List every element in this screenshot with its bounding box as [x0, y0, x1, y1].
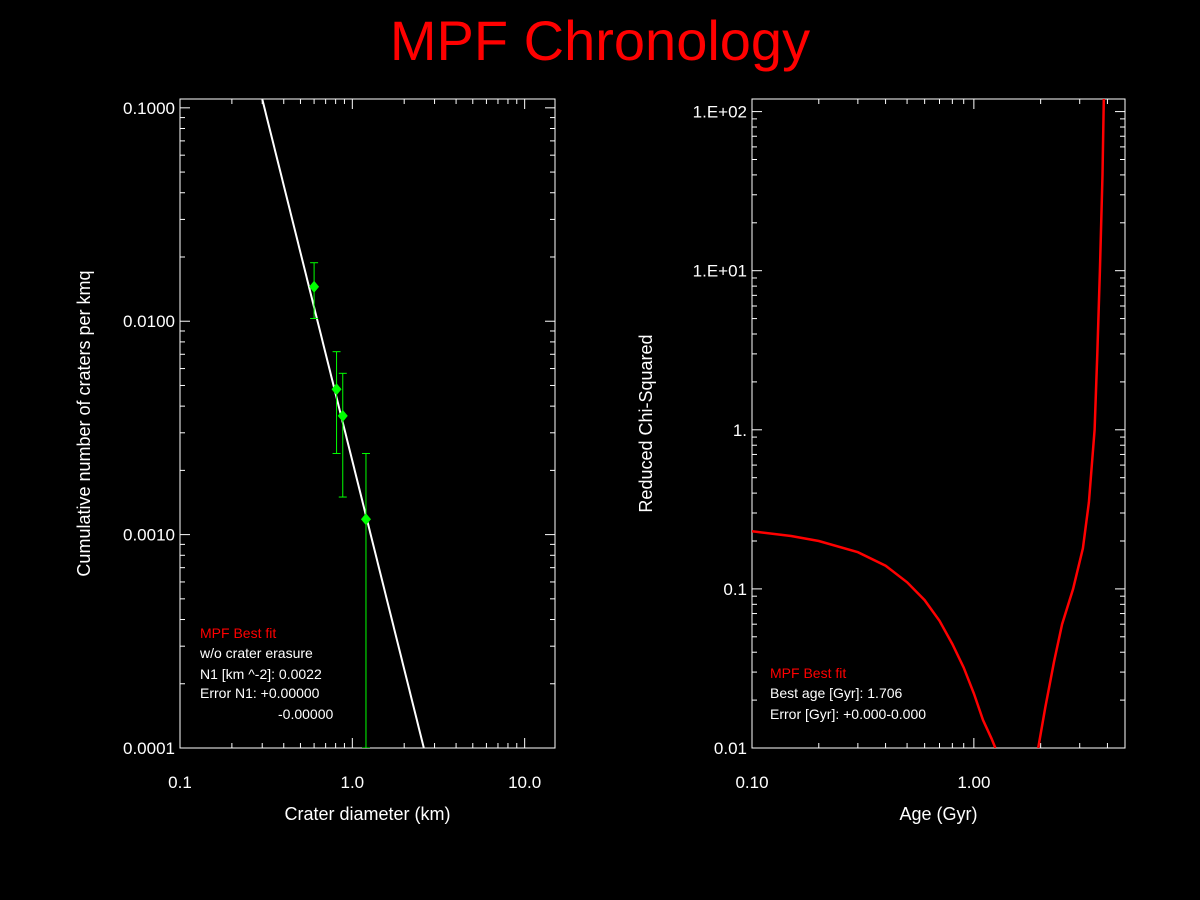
y-tick-label: 0.1000 [123, 99, 175, 118]
x-tick-label: 1.0 [341, 773, 365, 792]
axis-ticks [751, 99, 1125, 749]
x-axis-label: Age (Gyr) [899, 804, 977, 824]
chi-squared-plot: 0.10 1.00 0.01 0.1 1. 1.E+01 1.E+02 Age (Gyr) Re… [636, 98, 1126, 824]
chart-title: MPF Chronology [389, 9, 811, 72]
y-axis-label: Cumulative number of craters per kmq [74, 270, 94, 576]
y-tick-label: 0.0010 [123, 526, 175, 545]
plot-frame [751, 98, 1126, 749]
legend-line: -0.00000 [278, 706, 333, 722]
data-point [360, 513, 371, 526]
legend-line: Error N1: +0.00000 [200, 685, 320, 701]
x-tick-label: 10.0 [508, 773, 541, 792]
y-tick-label: 0.1 [723, 580, 747, 599]
x-tick-label: 0.1 [168, 773, 192, 792]
y-tick-label: 0.0100 [123, 312, 175, 331]
data-point [337, 409, 348, 422]
legend: MPF Best fit w/o crater erasure N1 [km ^-2… [199, 625, 333, 722]
y-tick-label: 0.0001 [123, 739, 175, 758]
legend: MPF Best fit Best age [Gyr]: 1.706 Error [… [770, 665, 926, 722]
legend-line: Error [Gyr]: +0.000-0.000 [770, 706, 926, 722]
y-tick-label: 1.E+01 [693, 262, 747, 281]
chi-squared-curve [752, 530, 997, 748]
legend-line: Best age [Gyr]: 1.706 [770, 685, 903, 701]
data-layer [261, 99, 425, 748]
axis-ticks [179, 99, 555, 749]
crater-plot: 0.1 1.0 10.0 0.0001 0.0010 0.0100 0.1000 Crater… [74, 98, 556, 824]
x-tick-label: 0.10 [735, 773, 768, 792]
chi-squared-curve [1036, 99, 1106, 748]
data-point [309, 280, 320, 293]
legend-heading: MPF Best fit [770, 665, 846, 681]
x-tick-label: 1.00 [957, 773, 990, 792]
y-tick-label: 1.E+02 [693, 103, 747, 122]
legend-line: w/o crater erasure [199, 645, 313, 661]
legend-line: N1 [km ^-2]: 0.0022 [200, 666, 322, 682]
y-tick-label: 1. [733, 421, 747, 440]
legend-heading: MPF Best fit [200, 625, 276, 641]
y-axis-label: Reduced Chi-Squared [636, 334, 656, 512]
data-point [331, 383, 342, 396]
data-layer [752, 99, 1106, 748]
x-axis-label: Crater diameter (km) [284, 804, 450, 824]
y-tick-label: 0.01 [714, 739, 747, 758]
